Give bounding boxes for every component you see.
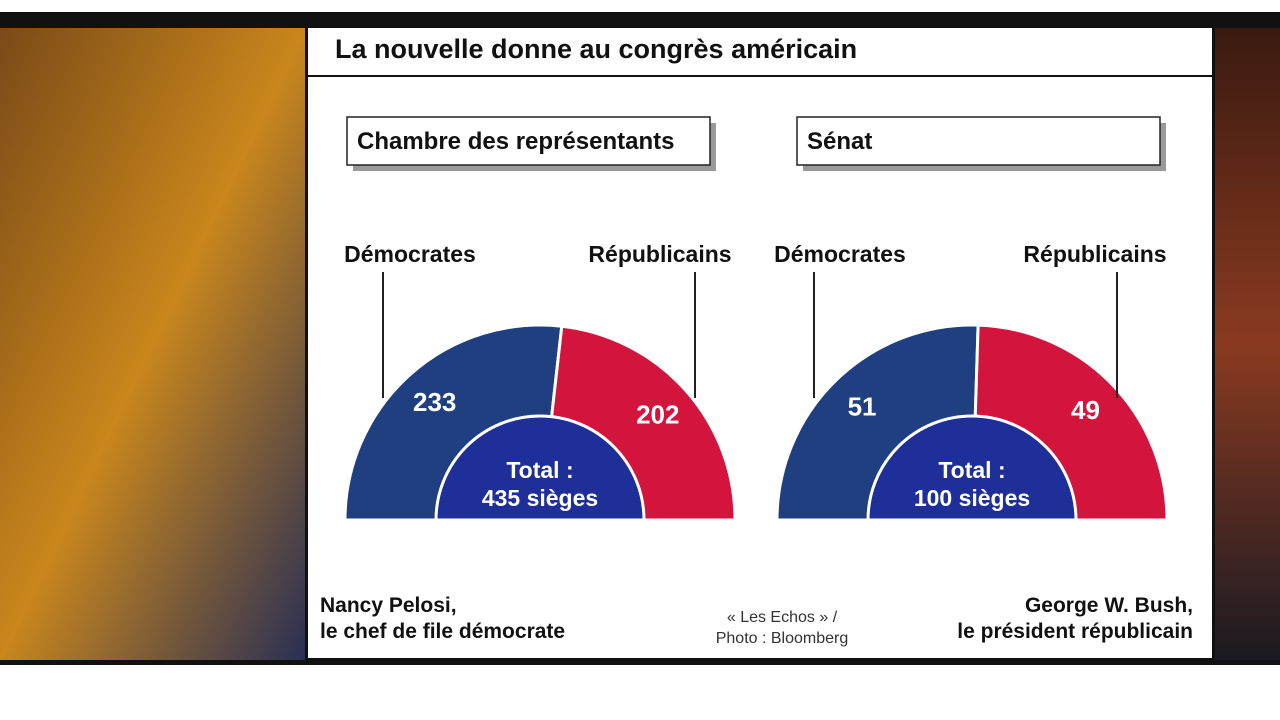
chart-title: Chambre des représentants (357, 128, 674, 155)
value-label: 51 (848, 392, 877, 422)
category-label: Républicains (1023, 241, 1166, 267)
photo-right (1215, 28, 1280, 660)
credit: « Les Echos » / (727, 609, 838, 626)
category-label: Républicains (588, 241, 731, 267)
charts: Chambre des représentants 233 Démocrates 20… (343, 116, 1169, 522)
captions: Nancy Pelosi, le chef de file démocrate … (320, 594, 1193, 647)
title-box (796, 116, 1161, 166)
title-box (346, 116, 711, 166)
caption-left: Nancy Pelosi, (320, 594, 457, 617)
center (866, 414, 1078, 522)
total-label: 435 sièges (482, 485, 598, 511)
chart-title: Sénat (807, 128, 872, 155)
value-label: 233 (413, 387, 456, 417)
value-label: 49 (1071, 395, 1100, 425)
photo-left (0, 28, 305, 660)
total-label: Total : (506, 457, 573, 483)
caption-right: le président républicain (957, 620, 1193, 643)
category-label: Démocrates (774, 241, 906, 267)
total-label: 100 sièges (914, 485, 1030, 511)
title: La nouvelle donne au congrès américain (335, 34, 857, 64)
center (434, 414, 646, 522)
total-label: Total : (938, 457, 1005, 483)
category-label: Démocrates (344, 241, 476, 267)
caption-left: le chef de file démocrate (320, 620, 565, 643)
value-label: 202 (636, 400, 679, 430)
caption-right: George W. Bush, (1025, 594, 1193, 617)
credit: Photo : Bloomberg (716, 630, 849, 647)
